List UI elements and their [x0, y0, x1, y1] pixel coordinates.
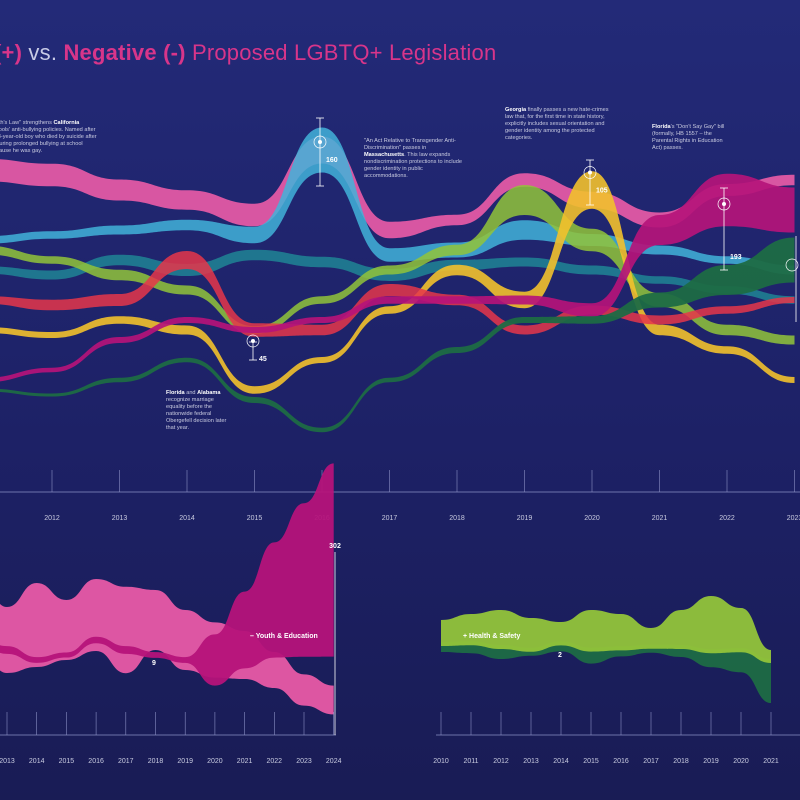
- health-plus-band: [441, 596, 771, 663]
- health-x-tick-label: 2010: [433, 758, 449, 765]
- callout-ring: [717, 197, 731, 211]
- health-x-tick-label: 2017: [643, 758, 659, 765]
- youth-x-tick-label: 2016: [88, 758, 104, 765]
- youth-x-tick-label: 2023: [296, 758, 312, 765]
- youth-x-tick-label: 2014: [29, 758, 45, 765]
- callout-dot: [251, 339, 255, 343]
- health-x-tick-label: 2016: [613, 758, 629, 765]
- callout-value: 9: [152, 660, 156, 667]
- callout-dot: [722, 202, 726, 206]
- callout-ring: [246, 334, 260, 348]
- title-plus: (+): [0, 40, 23, 65]
- annotation-dont-say-gay: Florida's "Don't Say Gay" bill (formally…: [652, 124, 725, 151]
- youth-x-tick-label: 2019: [177, 758, 193, 765]
- stream-band-red: [0, 251, 795, 337]
- youth-x-tick-label: 2022: [267, 758, 283, 765]
- health-x-tick-label: 2019: [703, 758, 719, 765]
- health-x-tick-label: 2018: [673, 758, 689, 765]
- callout-ring: [583, 166, 597, 179]
- health-x-tick-label: 2013: [523, 758, 539, 765]
- main-x-tick-label: 2012: [44, 515, 60, 522]
- callout-value: 160: [326, 157, 338, 164]
- health-x-tick-label: 2011: [463, 758, 478, 765]
- main-x-tick-label: 2015: [247, 515, 263, 522]
- main-x-tick-label: 2018: [449, 515, 465, 522]
- callout-ring: [785, 258, 799, 272]
- callout-value: 2: [558, 652, 562, 659]
- main-x-tick-label: 2017: [382, 515, 398, 522]
- annotation-massachusetts: "An Act Relative to Transgender Anti-Dis…: [364, 138, 462, 179]
- health-x-tick-label: 2012: [493, 758, 509, 765]
- series-label: – Youth & Education: [250, 633, 318, 640]
- callout-value: 302: [329, 543, 341, 550]
- annotation-place-name: Massachusetts: [364, 152, 405, 158]
- title-rest: Proposed LGBTQ+ Legislation: [185, 40, 497, 65]
- youth-x-tick-label: 2018: [148, 758, 164, 765]
- health-x-tick-label: 2015: [583, 758, 599, 765]
- annotation-place-name: Alabama: [197, 390, 221, 396]
- youth-x-tick-label: 2013: [0, 758, 15, 765]
- annotation-place-name: California: [53, 120, 80, 126]
- youth-x-tick-label: 2015: [59, 758, 75, 765]
- callout-dot: [588, 170, 592, 175]
- title-vs: vs.: [22, 40, 64, 65]
- callout-value: 193: [730, 254, 742, 261]
- main-x-tick-label: 2014: [179, 515, 195, 522]
- youth-plus-band: [0, 579, 334, 715]
- annotation-place-name: Florida: [166, 390, 185, 396]
- youth-x-tick-label: 2017: [118, 758, 134, 765]
- annotation-seths-law: "Seth's Law" strengthens California scho…: [0, 120, 97, 154]
- stream-band-magenta: [0, 173, 795, 382]
- main-x-tick-label: 2021: [652, 515, 668, 522]
- health-x-tick-label: 2014: [553, 758, 569, 765]
- annotation-georgia: Georgia finally passes a new hate-crimes…: [505, 107, 609, 141]
- stream-band-lime: [0, 185, 795, 345]
- health-x-tick-label: 2021: [763, 758, 779, 765]
- callout-dot: [318, 140, 322, 144]
- callout-value: 45: [259, 356, 267, 363]
- youth-x-tick-label: 2021: [237, 758, 253, 765]
- annotation-place-name: Georgia: [505, 107, 527, 113]
- main-x-tick-label: 2023: [787, 515, 800, 522]
- health-x-tick-label: 2020: [733, 758, 749, 765]
- youth-x-tick-label: 2020: [207, 758, 223, 765]
- main-x-tick-label: 2020: [584, 515, 600, 522]
- main-x-tick-label: 2013: [112, 515, 128, 522]
- title-negative: Negative (-): [63, 40, 186, 65]
- main-x-tick-label: 2022: [719, 515, 735, 522]
- callout-ring: [313, 135, 327, 149]
- stream-band-pink: [0, 136, 795, 239]
- main-x-tick-label: 2019: [517, 515, 533, 522]
- youth-minus-band: [0, 463, 334, 686]
- annotation-place-name: Florida: [652, 124, 671, 130]
- callout-value: 105: [596, 188, 608, 195]
- youth-x-tick-label: 2024: [326, 758, 342, 765]
- health-minus-band: [441, 641, 771, 703]
- series-label: + Health & Safety: [463, 633, 520, 640]
- chart-title: (+) vs. Negative (-) Proposed LGBTQ+ Leg…: [0, 40, 496, 66]
- stream-band-teal: [0, 249, 795, 304]
- annotation-florida-alabama: Florida and Alabama recognize marriage e…: [166, 390, 227, 431]
